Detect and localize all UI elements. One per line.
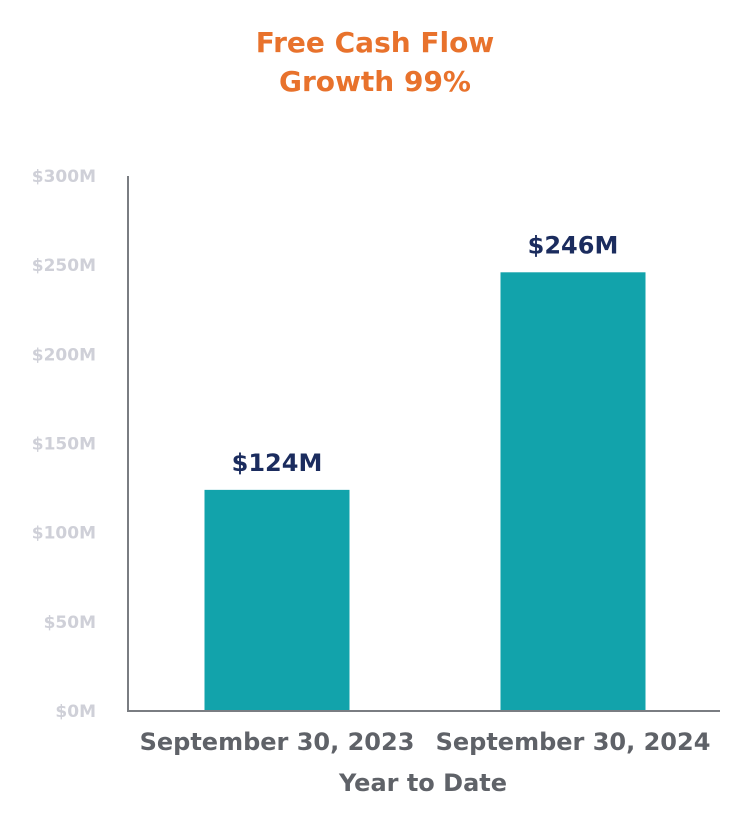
y-tick-label: $50M <box>44 613 96 633</box>
chart-title-line-2: Growth 99% <box>279 65 471 98</box>
x-category-label: September 30, 2023 <box>140 728 415 756</box>
x-axis-title: Year to Date <box>338 769 507 797</box>
x-axis-category-labels: September 30, 2023 September 30, 2024 <box>140 728 711 756</box>
chart-title: Free Cash Flow Growth 99% <box>256 26 495 98</box>
bars <box>204 272 646 711</box>
bar <box>204 489 350 711</box>
chart-title-line-1: Free Cash Flow <box>256 26 495 59</box>
y-tick-label: $0M <box>55 702 96 722</box>
axes <box>127 176 720 712</box>
y-axis-tick-labels: $0M $50M $100M $150M $200M $250M $300M <box>32 167 96 722</box>
y-tick-label: $250M <box>32 256 96 276</box>
x-category-label: September 30, 2024 <box>436 728 711 756</box>
bar <box>500 272 646 711</box>
y-tick-label: $300M <box>32 167 96 187</box>
bar-value-labels: $124M $246M <box>232 231 619 477</box>
bar-value-label: $246M <box>528 231 619 259</box>
y-tick-label: $100M <box>32 524 96 544</box>
bar-value-label: $124M <box>232 449 323 477</box>
y-tick-label: $150M <box>32 435 96 455</box>
y-tick-label: $200M <box>32 345 96 365</box>
